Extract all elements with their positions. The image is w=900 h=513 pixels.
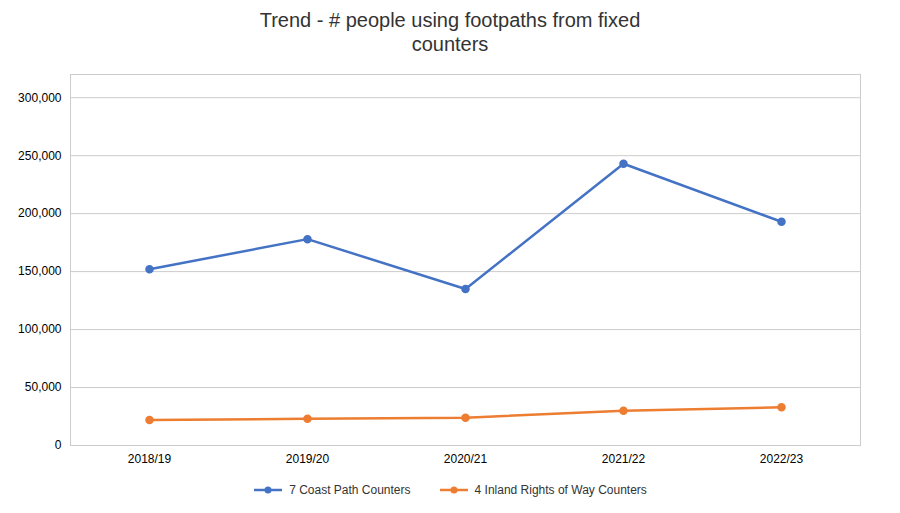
svg-text:0: 0: [55, 438, 62, 452]
html-text:Trend - # people using footpat: Trend - # people using footpaths from fi…: [259, 9, 641, 55]
svg-text:50,000: 50,000: [25, 380, 62, 394]
svg-text:2020/21: 2020/21: [444, 452, 488, 466]
svg-text:150,000: 150,000: [18, 264, 62, 278]
svg-text:100,000: 100,000: [18, 322, 62, 336]
svg-text:300,000: 300,000: [18, 91, 62, 105]
svg-text:2021/22: 2021/22: [602, 452, 646, 466]
svg-text:200,000: 200,000: [18, 206, 62, 220]
svg-text:250,000: 250,000: [18, 148, 62, 162]
svg-text:2019/20: 2019/20: [286, 452, 330, 466]
html-text:4 Inland Rights of Way Counter: 4 Inland Rights of Way Counters: [474, 483, 647, 497]
svg-text:2018/19: 2018/19: [128, 452, 172, 466]
html-text:7 Coast Path Counters: 7 Coast Path Counters: [289, 483, 411, 497]
svg-text:2022/23: 2022/23: [760, 452, 804, 466]
